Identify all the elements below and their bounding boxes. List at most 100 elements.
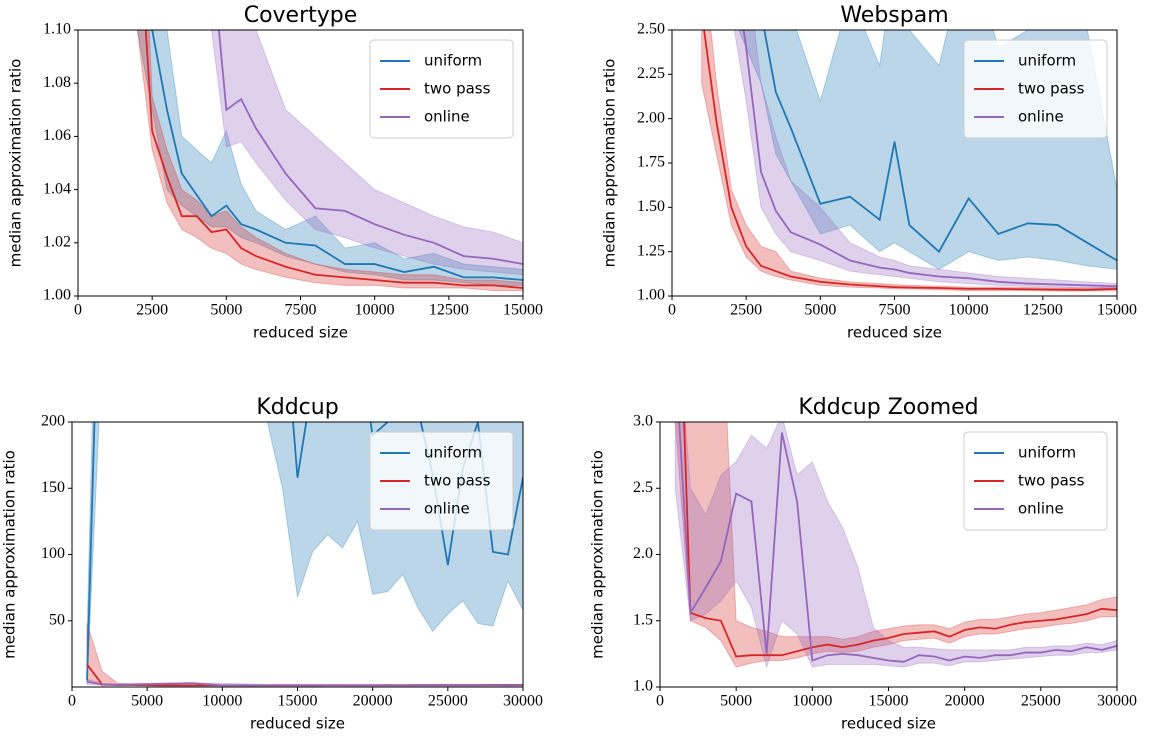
y-tick-label: 1.0 — [633, 678, 653, 695]
chart-title: Webspam — [840, 3, 948, 28]
legend-label: uniform — [424, 444, 482, 462]
y-tick-label: 1.50 — [637, 198, 665, 215]
band — [210, 30, 523, 276]
y-tick-label: 150 — [41, 479, 65, 496]
y-tick-label: 1.75 — [637, 154, 665, 171]
x-tick-label: 5000 — [720, 693, 752, 710]
band — [86, 623, 523, 687]
series-line — [703, 30, 1117, 291]
series-line — [683, 422, 1117, 658]
y-tick-label: 2.0 — [633, 545, 653, 562]
band — [701, 30, 1117, 292]
legend-label: uniform — [1018, 444, 1076, 462]
x-tick-label: 12500 — [429, 302, 469, 319]
x-tick-label: 15000 — [1097, 302, 1137, 319]
legend-label: online — [1018, 108, 1064, 126]
legend-box — [963, 39, 1108, 139]
x-tick-label: 5000 — [131, 693, 163, 710]
legend-box — [369, 431, 514, 531]
x-tick-label: 10000 — [355, 302, 395, 319]
x-tick-label: 0 — [668, 302, 676, 319]
x-axis-label: reduced size — [841, 715, 936, 733]
x-tick-label: 10000 — [792, 693, 832, 710]
y-tick-label: 100 — [41, 545, 65, 562]
chart-title: Kddcup Zoomed — [798, 395, 978, 420]
band — [136, 30, 523, 286]
series-line — [678, 422, 1117, 663]
x-tick-label: 5000 — [210, 302, 242, 319]
y-tick-label: 2.25 — [637, 65, 665, 82]
legend: uniform two pass online — [369, 39, 514, 139]
y-tick-label: 2.50 — [637, 21, 665, 38]
panel: 0 5000 10000 15000 20000 25000 30000 1.0 1.5 2.0 2… — [589, 395, 1138, 733]
legend: uniform two pass online — [369, 431, 514, 531]
y-tick-label: 1.08 — [43, 74, 71, 91]
y-tick-label: 2.5 — [633, 479, 653, 496]
legend-label: two pass — [1018, 80, 1085, 98]
series-line — [86, 680, 523, 687]
x-tick-label: 7500 — [285, 302, 317, 319]
x-tick-label: 25000 — [1021, 693, 1061, 710]
x-tick-label: 12500 — [1023, 302, 1063, 319]
legend-label: online — [424, 108, 470, 126]
x-tick-label: 15000 — [503, 302, 543, 319]
x-tick-label: 15000 — [869, 693, 909, 710]
x-axis-label: reduced size — [250, 715, 345, 733]
x-tick-label: 5000 — [804, 302, 836, 319]
x-tick-label: 2500 — [730, 302, 762, 319]
x-tick-label: 7500 — [879, 302, 911, 319]
y-tick-label: 200 — [41, 413, 65, 430]
x-axis-label: reduced size — [253, 324, 348, 342]
x-tick-label: 20000 — [353, 693, 393, 710]
x-tick-label: 10000 — [202, 693, 242, 710]
y-tick-label: 1.02 — [43, 233, 71, 250]
y-tick-label: 1.25 — [637, 242, 665, 259]
y-axis-label: median approximation ratio — [589, 450, 607, 659]
panel: 0 2500 5000 7500 10000 12500 15000 1.00 1.02 1.04… — [7, 3, 544, 342]
series-line — [144, 30, 523, 289]
series-line — [742, 30, 1117, 288]
x-tick-label: 15000 — [278, 693, 318, 710]
y-axis-label: median approximation ratio — [1, 450, 19, 659]
series-line — [763, 30, 1117, 262]
x-tick-label: 30000 — [503, 693, 543, 710]
y-axis-label: median approximation ratio — [7, 59, 25, 268]
x-axis-label: reduced size — [847, 324, 942, 342]
panel: 0 2500 5000 7500 10000 12500 15000 1.00 1.25 1.50… — [601, 3, 1138, 342]
y-tick-label: 1.00 — [637, 287, 665, 304]
y-tick-label: 1.5 — [633, 611, 653, 628]
series-line — [218, 30, 523, 265]
legend-box — [369, 39, 514, 139]
y-tick-label: 1.06 — [43, 127, 71, 144]
x-tick-label: 0 — [74, 302, 82, 319]
legend-label: online — [424, 500, 470, 518]
chart-title: Kddcup — [256, 395, 338, 420]
band — [674, 422, 1117, 668]
plot-area — [136, 30, 523, 292]
y-axis-label: median approximation ratio — [601, 59, 619, 268]
band — [674, 422, 1117, 669]
legend-label: uniform — [424, 52, 482, 70]
series-line — [151, 30, 523, 281]
y-tick-label: 3.0 — [633, 413, 653, 430]
y-tick-label: 1.04 — [43, 180, 71, 197]
x-tick-label: 2500 — [136, 302, 168, 319]
y-tick-label: 2.00 — [637, 109, 665, 126]
legend: uniform two pass online — [963, 431, 1108, 531]
plot-area — [674, 422, 1117, 669]
series-line — [86, 663, 523, 687]
x-tick-label: 30000 — [1097, 693, 1137, 710]
x-tick-label: 0 — [68, 693, 76, 710]
chart-title: Covertype — [244, 3, 358, 28]
legend-label: two pass — [1018, 472, 1085, 490]
legend-label: uniform — [1018, 52, 1076, 70]
legend-box — [963, 431, 1108, 531]
legend: uniform two pass online — [963, 39, 1108, 139]
legend-label: two pass — [424, 472, 491, 490]
band — [733, 30, 1117, 290]
x-tick-label: 0 — [656, 693, 664, 710]
x-tick-label: 25000 — [428, 693, 468, 710]
legend-label: two pass — [424, 80, 491, 98]
x-tick-label: 10000 — [949, 302, 989, 319]
